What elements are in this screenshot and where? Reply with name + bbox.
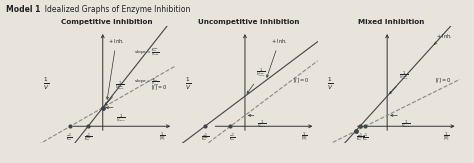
Text: $\frac{-1}{K_M}$: $\frac{-1}{K_M}$ — [228, 132, 235, 144]
Text: $\frac{1}{V}$: $\frac{1}{V}$ — [327, 75, 333, 92]
Text: slope$=\frac{K_M^{app}}{V_{max}}$: slope$=\frac{K_M^{app}}{V_{max}}$ — [134, 46, 160, 58]
Text: $\frac{1}{[S]}$: $\frac{1}{[S]}$ — [443, 131, 450, 143]
Text: $\frac{-1}{K_M^{app}}$: $\frac{-1}{K_M^{app}}$ — [356, 132, 364, 144]
Text: $\frac{1}{V_{max}^{app}}$: $\frac{1}{V_{max}^{app}}$ — [115, 79, 125, 92]
Text: $\frac{1}{V_{max}^{app}}$: $\frac{1}{V_{max}^{app}}$ — [399, 69, 409, 82]
Title: Uncompetitive Inhibition: Uncompetitive Inhibition — [198, 19, 300, 25]
Text: $\frac{1}{V_{max}}$: $\frac{1}{V_{max}}$ — [116, 113, 126, 125]
Text: $\frac{1}{[S]}$: $\frac{1}{[S]}$ — [159, 131, 166, 143]
Text: $\frac{1}{V_{max}^{app}}$: $\frac{1}{V_{max}^{app}}$ — [256, 66, 266, 79]
Text: $\frac{1}{V}$: $\frac{1}{V}$ — [43, 75, 49, 92]
Text: slope$=\frac{K_M}{V_{max}}$: slope$=\frac{K_M}{V_{max}}$ — [134, 76, 160, 89]
Text: $\frac{1}{[S]}$: $\frac{1}{[S]}$ — [301, 131, 308, 143]
Text: $\frac{-1}{K_M^{app}}$: $\frac{-1}{K_M^{app}}$ — [84, 132, 92, 144]
Text: $\frac{1}{V_{max}}$: $\frac{1}{V_{max}}$ — [401, 119, 410, 131]
Text: $\frac{1}{V}$: $\frac{1}{V}$ — [185, 75, 191, 92]
Title: Mixed Inhibition: Mixed Inhibition — [358, 19, 424, 25]
Text: $\frac{-1}{K_M}$: $\frac{-1}{K_M}$ — [66, 132, 73, 144]
Text: $+$ Inh.: $+$ Inh. — [107, 37, 125, 99]
Text: Idealized Graphs of Enzyme Inhibition: Idealized Graphs of Enzyme Inhibition — [40, 5, 190, 14]
Text: $[I]=0$: $[I]=0$ — [435, 76, 452, 85]
Text: $\frac{1}{V_{max}}$: $\frac{1}{V_{max}}$ — [257, 119, 267, 131]
Text: $\frac{-1}{K_M^{app}}$: $\frac{-1}{K_M^{app}}$ — [201, 132, 209, 144]
Text: Model 1: Model 1 — [6, 5, 40, 14]
Text: $+$ Inh.: $+$ Inh. — [434, 31, 453, 44]
Text: $\frac{-1}{K_M}$: $\frac{-1}{K_M}$ — [362, 132, 368, 144]
Text: $[I]=0$: $[I]=0$ — [151, 83, 167, 92]
Text: $[I]=0$: $[I]=0$ — [293, 76, 310, 85]
Text: $+$ Inh.: $+$ Inh. — [266, 37, 288, 77]
Title: Competitive Inhibition: Competitive Inhibition — [61, 19, 153, 25]
